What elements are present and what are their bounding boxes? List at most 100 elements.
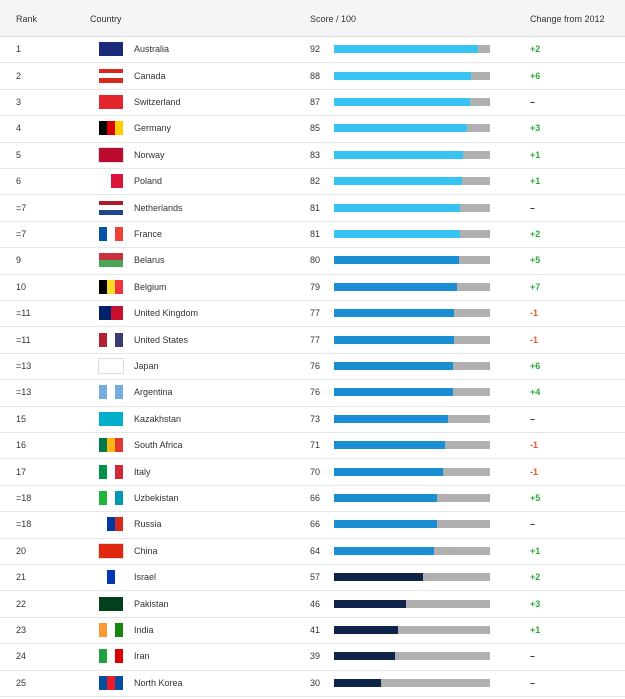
row-divider (0, 379, 625, 407)
country: Japan (134, 361, 159, 371)
score-bar (334, 652, 395, 661)
score: 82 (310, 176, 321, 187)
score-bar (334, 388, 453, 397)
change: +2 (530, 572, 541, 583)
rank: =7 (16, 202, 27, 213)
row-divider (0, 36, 625, 64)
country: Italy (134, 466, 151, 477)
rank: 1 (16, 44, 22, 55)
score-bar (334, 626, 398, 634)
rank: 15 (16, 413, 27, 424)
score: 87 (310, 97, 321, 107)
score-bar (334, 414, 448, 423)
row-divider (0, 168, 625, 196)
score: 57 (310, 572, 321, 583)
flag (99, 411, 123, 426)
change: – (530, 413, 536, 424)
row-divider (0, 564, 625, 592)
score-bar (334, 150, 464, 159)
score-bar (334, 177, 462, 186)
score-bar (334, 203, 461, 212)
score: 64 (310, 545, 321, 556)
bar-track (334, 652, 490, 661)
score-bar (334, 282, 458, 291)
score-bar (334, 520, 437, 529)
flag (99, 491, 123, 505)
change: +2 (530, 229, 541, 239)
country: Uzbekistan (134, 493, 179, 503)
bar-track (334, 626, 490, 634)
row-divider (0, 353, 625, 381)
change: +1 (530, 176, 541, 187)
rank: 24 (16, 651, 27, 662)
score: 77 (310, 308, 321, 319)
flag (99, 649, 123, 664)
row-divider (0, 326, 625, 354)
row-divider (0, 511, 625, 539)
rank: 4 (16, 123, 22, 134)
row-divider (0, 670, 625, 697)
score-bar (334, 45, 478, 54)
row-divider (0, 115, 625, 143)
score: 30 (310, 677, 321, 688)
score-bar (334, 362, 453, 370)
change: +7 (530, 281, 541, 292)
row-divider (0, 89, 625, 117)
flag (99, 438, 123, 453)
score: 83 (310, 149, 321, 160)
flag (99, 623, 123, 637)
flag (99, 570, 123, 585)
rank: 5 (16, 149, 22, 160)
row-divider (0, 485, 625, 513)
country: India (134, 625, 154, 635)
flag (99, 95, 123, 109)
flag (99, 42, 123, 57)
header-row (0, 0, 625, 37)
score: 76 (310, 387, 321, 398)
country: Belgium (134, 281, 167, 292)
score: 85 (310, 123, 321, 134)
change: – (530, 651, 536, 662)
score: 39 (310, 651, 321, 662)
flag (99, 121, 123, 136)
row-divider (0, 300, 625, 328)
country: Canada (134, 70, 166, 81)
change: – (530, 97, 536, 107)
rank: 9 (16, 255, 22, 266)
country: United Kingdom (134, 308, 199, 319)
rank: 21 (16, 572, 27, 583)
country: Pakistan (134, 598, 169, 609)
country: China (134, 545, 158, 556)
change: +5 (530, 493, 541, 503)
bar-track (334, 678, 490, 687)
row-divider (0, 590, 625, 618)
country: Norway (134, 149, 165, 160)
score-bar (334, 467, 444, 476)
score: 81 (310, 202, 321, 213)
row-divider (0, 617, 625, 645)
score: 73 (310, 413, 321, 424)
row-divider (0, 432, 625, 460)
score-bar (334, 546, 434, 555)
country: Belarus (134, 255, 165, 266)
country: France (134, 229, 163, 239)
rank: 3 (16, 97, 22, 107)
row-divider (0, 221, 625, 249)
flag (98, 146, 124, 163)
score: 70 (310, 466, 321, 477)
flag (99, 675, 123, 690)
rank: 6 (16, 176, 22, 187)
rank: =11 (16, 334, 31, 345)
row-divider (0, 274, 625, 301)
rank: =13 (16, 387, 32, 398)
score: 66 (310, 519, 321, 530)
country: Israel (134, 572, 157, 583)
country: Netherlands (134, 202, 183, 213)
change: +1 (530, 545, 541, 556)
score-bar (334, 71, 472, 80)
flag (99, 200, 123, 215)
flag (99, 596, 123, 611)
country: Iran (134, 651, 150, 662)
rank: 25 (16, 677, 27, 688)
country: Russia (134, 519, 162, 530)
